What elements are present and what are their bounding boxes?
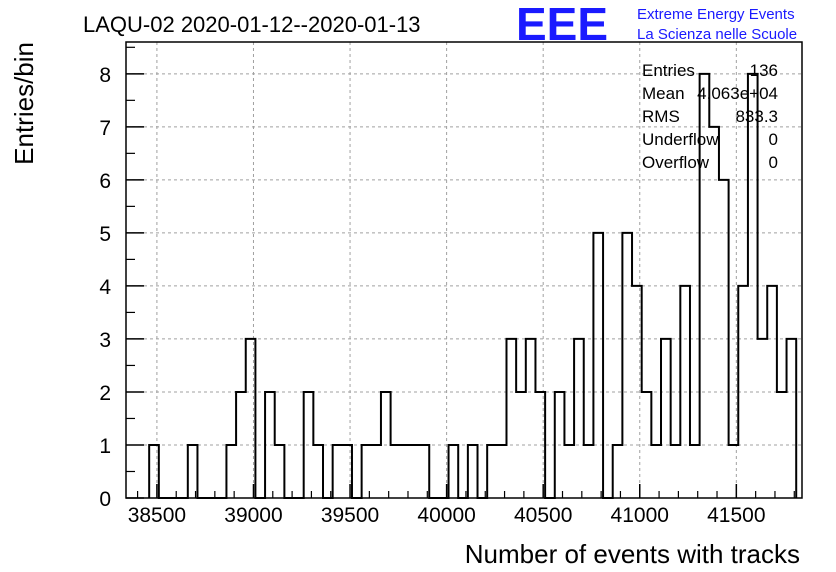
y-tick-label: 5 <box>99 223 111 246</box>
y-tick-label: 7 <box>99 117 111 140</box>
histogram-bin <box>642 392 652 498</box>
histogram-bin <box>516 392 526 498</box>
histogram-bin <box>265 392 275 498</box>
stats-value: 0 <box>769 153 778 172</box>
stats-box: Entries 136 Mean 4.063e+04 RMS 833.3 Underflow… <box>642 61 778 172</box>
histogram-bin <box>246 339 256 498</box>
histogram-bin <box>275 445 285 498</box>
histogram-bin <box>313 445 323 498</box>
stats-value: 833.3 <box>735 107 778 126</box>
histogram-bin <box>680 286 690 498</box>
histogram-bin <box>420 445 430 498</box>
histogram-bin <box>333 445 343 498</box>
grid-lines <box>126 42 802 498</box>
histogram-bin <box>584 445 594 498</box>
histogram-bin <box>188 445 198 498</box>
x-axis-ticks: 38500 39000 39500 40000 40500 41000 41500 <box>128 484 795 527</box>
histogram-bin <box>574 339 584 498</box>
x-axis-label: Number of events with tracks <box>465 539 800 569</box>
histogram-bin <box>564 445 574 498</box>
histogram-bin <box>748 74 758 498</box>
chart-title: LAQU-02 2020-01-12--2020-01-13 <box>83 12 421 37</box>
stats-value: 136 <box>750 61 778 80</box>
histogram-bin <box>535 392 545 498</box>
histogram-bin <box>690 445 700 498</box>
y-axis-ticks: 0 1 2 3 4 5 6 7 8 <box>99 46 144 511</box>
histogram-bin <box>709 127 719 498</box>
histogram-bin <box>555 392 565 498</box>
y-tick-label: 3 <box>99 329 111 352</box>
histogram-bin <box>236 392 246 498</box>
y-tick-label: 2 <box>99 382 111 405</box>
histogram-bin <box>671 445 681 498</box>
y-tick-label: 4 <box>99 276 111 299</box>
histogram-bin <box>468 445 478 498</box>
histogram-bin <box>632 286 642 498</box>
logo-line-2: La Scienza nelle Scuole <box>637 26 797 43</box>
histogram-bin <box>622 233 632 498</box>
stats-label: RMS <box>642 107 680 126</box>
eee-logo: EEE Extreme Energy Events La Scienza nel… <box>516 0 797 50</box>
histogram-bin <box>651 445 661 498</box>
histogram-bin <box>758 339 768 498</box>
histogram-bin <box>400 445 410 498</box>
histogram-bin <box>371 445 381 498</box>
stats-label: Overflow <box>642 153 710 172</box>
stats-label: Underflow <box>642 130 719 149</box>
stats-value: 4.063e+04 <box>697 84 778 103</box>
histogram-bin <box>410 445 420 498</box>
histogram-bin <box>719 180 729 498</box>
histogram-bin <box>304 392 314 498</box>
logo-line-1: Extreme Energy Events <box>637 6 795 23</box>
histogram-bin <box>593 233 603 498</box>
histogram-bin <box>487 445 497 498</box>
x-tick-label: 40000 <box>417 504 475 527</box>
histogram-bin <box>497 445 507 498</box>
histogram-bin <box>738 286 748 498</box>
histogram-bin <box>767 286 777 498</box>
x-tick-label: 41500 <box>707 504 765 527</box>
histogram-bin <box>777 392 787 498</box>
y-tick-label: 1 <box>99 435 111 458</box>
histogram-outline <box>148 72 798 499</box>
histogram-bin <box>506 339 516 498</box>
histogram-bin <box>613 445 623 498</box>
histogram-bin <box>526 339 536 498</box>
y-tick-label: 0 <box>99 488 111 511</box>
plot-frame <box>125 41 803 499</box>
histogram-bin <box>381 392 391 498</box>
y-axis-label: Entries/bin <box>9 42 39 165</box>
stats-value: 0 <box>769 130 778 149</box>
stats-label: Mean <box>642 84 685 103</box>
histogram-bin <box>449 445 459 498</box>
histogram-bin <box>362 445 372 498</box>
x-tick-label: 41000 <box>611 504 669 527</box>
histogram-bin <box>226 445 236 498</box>
stats-label: Entries <box>642 61 695 80</box>
x-tick-label: 38500 <box>128 504 186 527</box>
y-tick-label: 8 <box>99 64 111 87</box>
histogram-bin <box>661 339 671 498</box>
histogram-bin <box>787 339 797 498</box>
x-tick-label: 40500 <box>514 504 572 527</box>
histogram-bin <box>391 445 401 498</box>
x-tick-label: 39500 <box>321 504 379 527</box>
x-tick-label: 39000 <box>224 504 282 527</box>
y-tick-label: 6 <box>99 170 111 193</box>
